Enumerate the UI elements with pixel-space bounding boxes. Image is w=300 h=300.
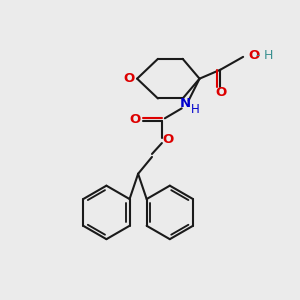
Text: O: O — [248, 50, 259, 62]
Text: O: O — [162, 133, 173, 146]
Text: O: O — [216, 86, 227, 99]
Text: O: O — [124, 72, 135, 85]
Text: N: N — [180, 97, 191, 110]
Text: H: H — [191, 103, 200, 116]
Text: H: H — [264, 50, 273, 62]
Text: O: O — [130, 113, 141, 126]
Text: -: - — [256, 50, 260, 62]
